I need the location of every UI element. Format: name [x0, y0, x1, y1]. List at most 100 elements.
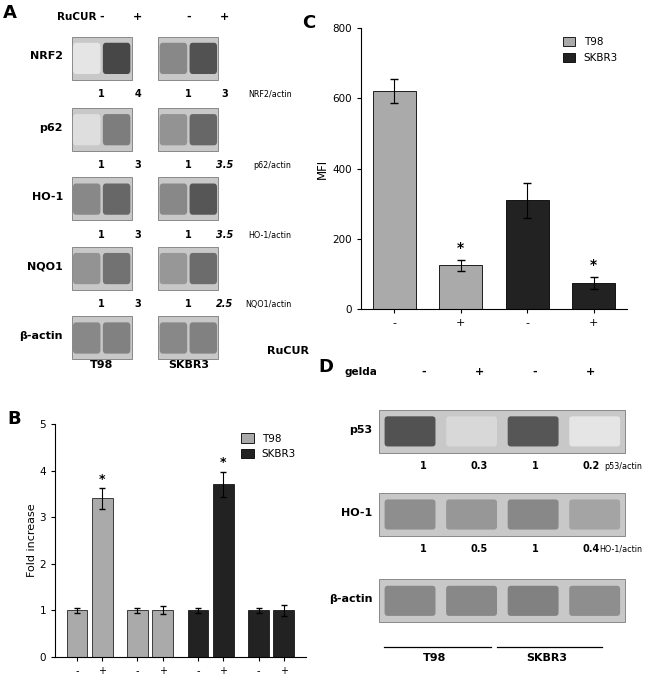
FancyBboxPatch shape	[160, 114, 187, 145]
Bar	[66, 610, 87, 657]
FancyBboxPatch shape	[190, 114, 217, 145]
Bar	[72, 247, 131, 290]
Text: *: *	[220, 457, 226, 469]
Point	[125, 675, 133, 683]
Text: 1: 1	[185, 299, 192, 309]
Bar	[379, 409, 625, 452]
FancyBboxPatch shape	[73, 253, 101, 284]
Text: 0.5: 0.5	[471, 544, 488, 555]
Text: 1: 1	[532, 461, 539, 471]
Text: -: -	[421, 367, 426, 377]
Text: +: +	[474, 367, 484, 377]
FancyBboxPatch shape	[103, 322, 131, 354]
Text: 3: 3	[221, 89, 228, 99]
Text: 2.5: 2.5	[216, 299, 233, 309]
Text: β-actin: β-actin	[329, 594, 372, 604]
Text: 0.2: 0.2	[582, 461, 599, 471]
Text: gelda: gelda	[344, 367, 378, 377]
Bar	[379, 579, 625, 622]
Text: 3: 3	[134, 161, 141, 170]
FancyBboxPatch shape	[103, 183, 131, 215]
Text: 1: 1	[185, 161, 192, 170]
Bar	[72, 108, 131, 151]
Text: *: *	[99, 473, 105, 486]
Text: RuCUR: RuCUR	[268, 346, 309, 356]
FancyBboxPatch shape	[385, 500, 436, 530]
Text: *: *	[590, 258, 597, 272]
Bar	[159, 316, 218, 359]
Bar	[379, 493, 625, 536]
Text: 0.4: 0.4	[582, 544, 599, 555]
FancyBboxPatch shape	[446, 586, 497, 616]
FancyBboxPatch shape	[73, 114, 101, 145]
Point	[246, 675, 254, 683]
Bar	[159, 247, 218, 290]
Bar	[188, 610, 209, 657]
Text: +: +	[220, 12, 229, 22]
Text: 0.3: 0.3	[471, 461, 488, 471]
FancyBboxPatch shape	[73, 43, 101, 74]
Text: T98: T98	[423, 653, 447, 662]
FancyBboxPatch shape	[508, 500, 558, 530]
FancyBboxPatch shape	[569, 416, 620, 446]
Point	[64, 675, 72, 683]
Bar	[159, 37, 218, 80]
Text: p62: p62	[39, 122, 63, 133]
FancyBboxPatch shape	[160, 253, 187, 284]
Text: 1: 1	[98, 230, 105, 240]
Point	[487, 643, 495, 651]
Text: SKBR3: SKBR3	[526, 653, 567, 662]
Text: p62/actin: p62/actin	[254, 161, 291, 170]
Text: NQO1/actin: NQO1/actin	[245, 300, 291, 309]
Text: +: +	[586, 367, 595, 377]
Text: 3.5: 3.5	[216, 230, 233, 240]
Text: 1: 1	[98, 89, 105, 99]
Text: NRF2/actin: NRF2/actin	[248, 90, 291, 99]
Text: *: *	[457, 241, 464, 255]
Bar	[159, 177, 218, 220]
Text: β-actin: β-actin	[20, 331, 63, 341]
Bar	[213, 484, 233, 657]
FancyBboxPatch shape	[103, 114, 131, 145]
FancyBboxPatch shape	[160, 43, 187, 74]
Text: -: -	[99, 12, 104, 22]
Text: p53/actin: p53/actin	[604, 461, 642, 471]
Y-axis label: MFI: MFI	[317, 158, 330, 179]
Text: 1: 1	[420, 461, 427, 471]
Text: 1: 1	[98, 299, 105, 309]
Text: +: +	[133, 12, 142, 22]
Text: 1: 1	[98, 161, 105, 170]
Text: A: A	[3, 3, 17, 22]
Text: HO-1: HO-1	[341, 508, 372, 518]
Text: 1: 1	[420, 544, 427, 555]
Bar	[274, 610, 294, 657]
Text: 1: 1	[532, 544, 539, 555]
FancyBboxPatch shape	[446, 500, 497, 530]
Bar	[72, 316, 131, 359]
Text: 1: 1	[185, 230, 192, 240]
Point	[493, 643, 501, 651]
FancyBboxPatch shape	[190, 253, 217, 284]
Text: -: -	[186, 12, 190, 22]
Bar	[506, 200, 549, 309]
FancyBboxPatch shape	[190, 322, 217, 354]
Bar	[248, 610, 269, 657]
Y-axis label: Fold increase: Fold increase	[27, 504, 37, 577]
Text: T98: T98	[90, 360, 113, 370]
Bar	[152, 610, 173, 657]
FancyBboxPatch shape	[508, 586, 558, 616]
Point	[107, 675, 115, 683]
FancyBboxPatch shape	[160, 322, 187, 354]
FancyBboxPatch shape	[446, 416, 497, 446]
Bar	[572, 283, 615, 309]
Text: B: B	[8, 410, 21, 428]
FancyBboxPatch shape	[190, 43, 217, 74]
Text: NRF2: NRF2	[30, 51, 63, 61]
Text: 1: 1	[185, 89, 192, 99]
Text: p53: p53	[350, 425, 372, 434]
FancyBboxPatch shape	[569, 500, 620, 530]
Legend: T98, SKBR3: T98, SKBR3	[237, 429, 300, 463]
Text: C: C	[302, 14, 315, 32]
FancyBboxPatch shape	[103, 43, 131, 74]
FancyBboxPatch shape	[73, 183, 101, 215]
